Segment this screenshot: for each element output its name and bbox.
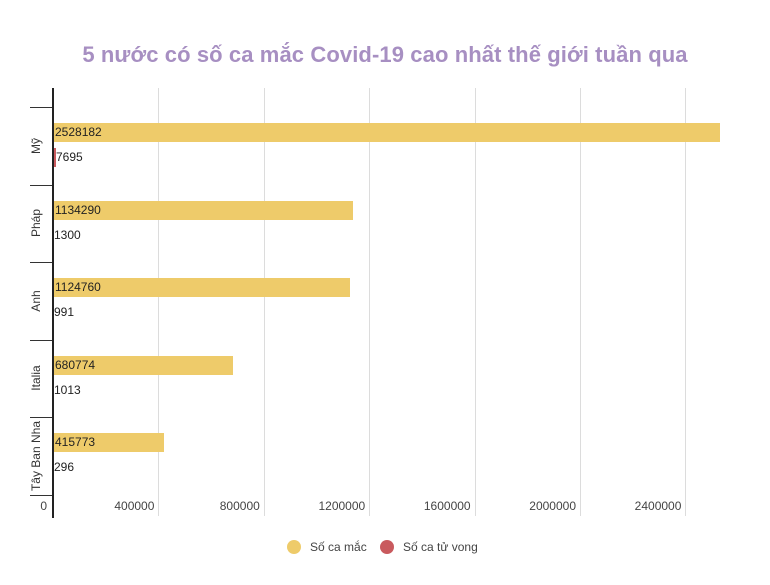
x-tick-label: 2000000 (529, 499, 576, 513)
legend-item[interactable]: Số ca tử vong (380, 537, 478, 557)
gridline (580, 88, 581, 516)
y-axis-tick (30, 262, 52, 263)
chart-title: 5 nước có số ca mắc Covid-19 cao nhất th… (82, 42, 688, 67)
x-tick-label: 800000 (219, 499, 260, 513)
gridline (475, 88, 476, 516)
cases-value-label: 2528182 (55, 125, 102, 139)
x-tick-label: 1600000 (423, 499, 471, 513)
y-axis-tick (30, 107, 52, 108)
category-label: Tây Ban Nha (29, 420, 43, 491)
cases-value-label: 1134290 (55, 202, 101, 217)
category-label: Mỹ (29, 137, 43, 154)
legend-label: Số ca tử vong (403, 540, 478, 554)
cases-value-label: 680774 (55, 357, 96, 372)
cases-legend-dot-icon (287, 540, 301, 554)
y-axis-tick (30, 185, 52, 186)
x-tick-label: 1200000 (318, 499, 366, 513)
x-tick-label: 2400000 (634, 499, 682, 513)
cases-value-label: 1124760 (55, 280, 101, 294)
deaths-value-label: 296 (54, 460, 75, 474)
category-label: Italia (29, 365, 43, 391)
deaths-value-label: 991 (54, 305, 75, 319)
cases-bar (54, 355, 234, 375)
cases-bar (54, 278, 351, 297)
category-label: Anh (29, 290, 43, 312)
chart-legend: Số ca mắc Số ca tử vong (0, 537, 770, 557)
deaths-bar (54, 148, 57, 167)
cases-bar (54, 123, 721, 142)
category-label: Pháp (29, 209, 43, 238)
gridline (264, 88, 265, 516)
deaths-value-label: 7695 (56, 150, 83, 164)
x-tick-label: 0 (40, 499, 47, 513)
legend-label: Số ca mắc (310, 540, 367, 554)
y-axis-tick (30, 417, 52, 418)
deaths-value-label: 1013 (54, 382, 81, 397)
gridline (685, 88, 686, 516)
y-axis-line (52, 88, 54, 518)
x-tick-label: 400000 (114, 499, 155, 513)
deaths-legend-dot-icon (380, 540, 394, 554)
deaths-value-label: 1300 (54, 227, 81, 242)
gridline (158, 88, 159, 516)
legend-item[interactable]: Số ca mắc (287, 537, 367, 557)
y-axis-tick (30, 495, 52, 496)
gridline (369, 88, 370, 516)
cases-value-label: 415773 (55, 435, 96, 449)
cases-bar (54, 200, 353, 220)
cases-bar (54, 433, 164, 452)
y-axis-tick (30, 340, 52, 341)
